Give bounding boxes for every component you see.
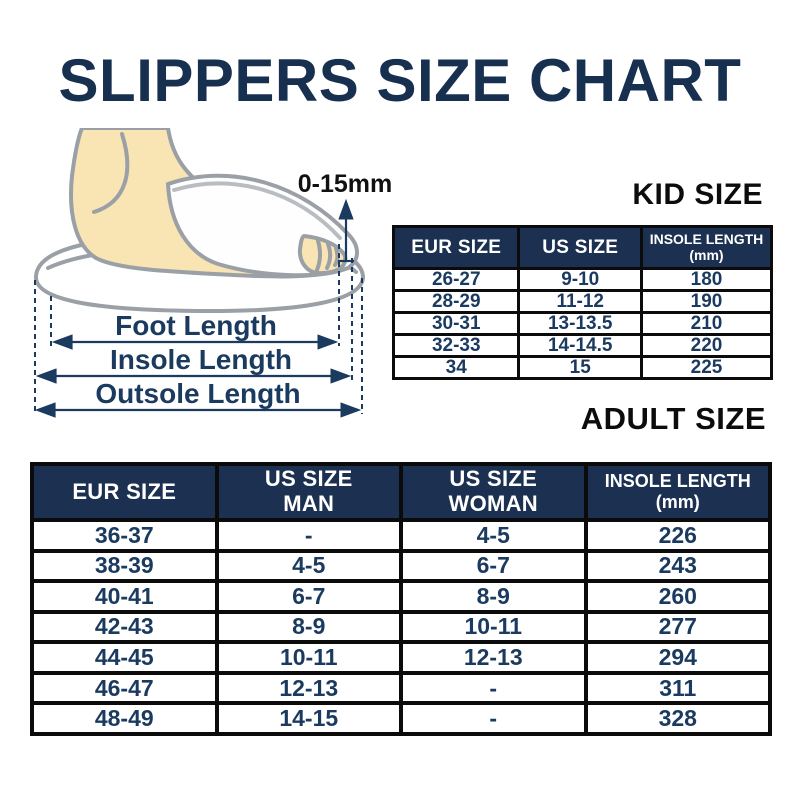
table-row: 30-31 13-13.5 210	[391, 311, 774, 336]
table-cell: 260	[583, 579, 772, 614]
measurement-guides	[34, 244, 363, 414]
table-cell: 42-43	[30, 609, 219, 645]
table-cell: 28-29	[391, 289, 521, 314]
table-cell: 36-37	[30, 518, 219, 553]
table-row: 38-39 4-5 6-7 243	[30, 548, 772, 584]
toes-shape	[297, 233, 348, 276]
table-cell: 26-27	[391, 267, 521, 292]
table-row: 32-33 14-14.5 220	[391, 333, 774, 358]
table-row: 36-37-4-5 226	[30, 518, 772, 553]
table-cell: 8-9	[399, 579, 588, 614]
table-cell: 277	[583, 609, 772, 645]
table-cell: 46-47	[30, 670, 219, 706]
table-cell: 15	[517, 355, 643, 380]
header-cell: US SIZE	[517, 225, 643, 270]
table-cell: -	[399, 670, 588, 706]
foot-length-label: Foot Length	[115, 310, 277, 341]
table-cell: 9-10	[517, 267, 643, 292]
insole-length-label: Insole Length	[110, 344, 292, 375]
table-cell: 8-9	[214, 609, 403, 645]
table-cell: -	[214, 518, 403, 553]
table-cell: 220	[639, 333, 774, 358]
table-cell: 10-11	[399, 609, 588, 645]
table-cell: 12-13	[399, 640, 588, 675]
offset-label: 0-15mm	[298, 170, 393, 198]
header-cell: EUR SIZE	[391, 225, 521, 270]
table-row: 34 15 225	[391, 355, 774, 380]
table-row: 42-43 8-9 10-11 277	[30, 609, 772, 645]
table-cell: 30-31	[391, 311, 521, 336]
table-cell: 14-14.5	[517, 333, 643, 358]
adult-table-header-row: EUR SIZE US SIZE MAN US SIZE WOMAN INSOLE LEN…	[30, 462, 772, 522]
header-cell: INSOLE LENGTH (mm)	[639, 225, 774, 270]
table-cell: 226	[583, 518, 772, 553]
table-cell: 311	[583, 670, 772, 706]
table-row: 44-45 10-11 12-13 294	[30, 640, 772, 675]
table-cell: 180	[639, 267, 774, 292]
table-cell: 44-45	[30, 640, 219, 675]
table-cell: 40-41	[30, 579, 219, 614]
table-cell: 6-7	[214, 579, 403, 614]
adult-size-table: EUR SIZE US SIZE MAN US SIZE WOMAN INSOLE LEN…	[30, 462, 772, 736]
table-row: 26-27 9-10 180	[391, 267, 774, 292]
table-cell: 11-12	[517, 289, 643, 314]
page-title: SLIPPERS SIZE CHART	[58, 47, 742, 114]
kid-size-table: EUR SIZE US SIZE INSOLE LENGTH (mm) 26-27 9-…	[391, 225, 774, 380]
table-cell: 328	[583, 701, 772, 736]
table-cell: 4-5	[399, 518, 588, 553]
table-row: 28-29 11-12 190	[391, 289, 774, 314]
foot-length-annotation: Foot Length	[51, 310, 339, 350]
table-cell: 243	[583, 548, 772, 584]
outsole-length-annotation: Outsole Length	[34, 378, 362, 418]
header-cell: EUR SIZE	[30, 462, 219, 522]
table-cell: 4-5	[214, 548, 403, 584]
table-cell: 10-11	[214, 640, 403, 675]
table-row: 48-49 14-15-328	[30, 701, 772, 736]
table-cell: 48-49	[30, 701, 219, 736]
table-cell: 13-13.5	[517, 311, 643, 336]
header-cell: US SIZE WOMAN	[399, 462, 588, 522]
table-row: 40-41 6-7 8-9 260	[30, 579, 772, 614]
insole-length-annotation: Insole Length	[35, 344, 352, 384]
kid-size-heading: KID SIZE	[632, 178, 763, 211]
table-cell: 34	[391, 355, 521, 380]
table-cell: 12-13	[214, 670, 403, 706]
table-cell: -	[399, 701, 588, 736]
table-cell: 38-39	[30, 548, 219, 584]
adult-size-heading: ADULT SIZE	[580, 401, 766, 436]
table-cell: 6-7	[399, 548, 588, 584]
table-cell: 14-15	[214, 701, 403, 736]
outsole-length-label: Outsole Length	[95, 378, 300, 409]
table-cell: 225	[639, 355, 774, 380]
foot-measurement-diagram: 0-15mm Foot Length Insole Length Outsole…	[34, 128, 393, 418]
table-cell: 294	[583, 640, 772, 675]
table-cell: 190	[639, 289, 774, 314]
table-cell: 210	[639, 311, 774, 336]
table-row: 46-47 12-13-311	[30, 670, 772, 706]
offset-annotation: 0-15mm	[298, 170, 393, 263]
header-cell: US SIZE MAN	[214, 462, 403, 522]
kid-table-header-row: EUR SIZE US SIZE INSOLE LENGTH (mm)	[391, 225, 774, 270]
table-cell: 32-33	[391, 333, 521, 358]
header-cell: INSOLE LENGTH (mm)	[583, 462, 772, 522]
